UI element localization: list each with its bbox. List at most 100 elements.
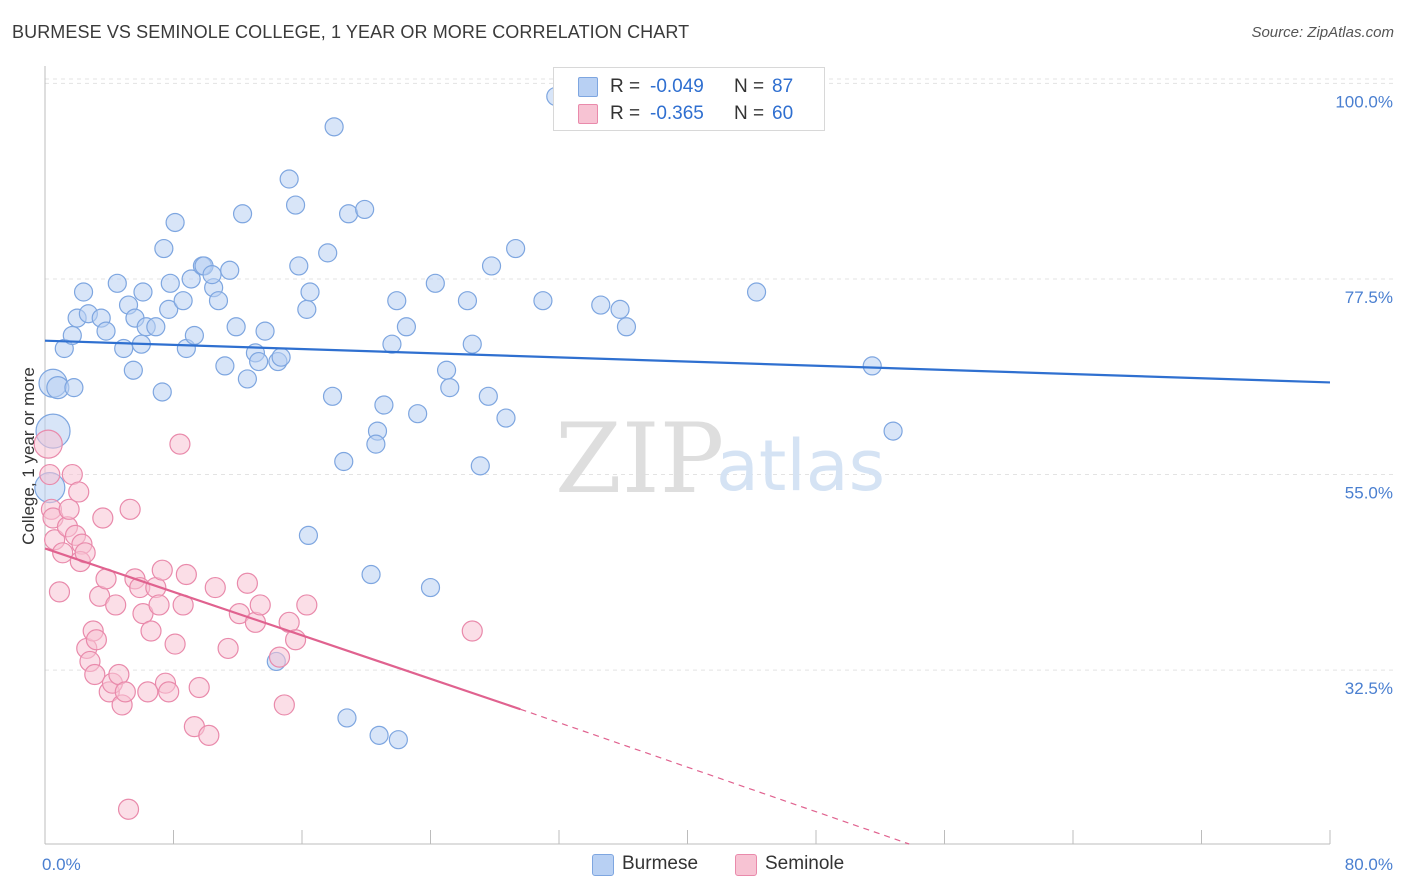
- x-tick-labels: 0.0% 80.0%: [42, 855, 1393, 874]
- seminole-point: [217, 637, 239, 660]
- seminole-point: [249, 594, 271, 616]
- seminole-point: [48, 581, 71, 603]
- burmese-point: [338, 204, 359, 224]
- seminole-point: [268, 646, 291, 668]
- burmese-point: [271, 347, 291, 367]
- burmese-point: [361, 564, 381, 585]
- burmese-point: [232, 204, 253, 224]
- seminole-point: [84, 663, 106, 686]
- burmese-point: [279, 169, 299, 189]
- burmese-point: [181, 269, 201, 289]
- burmese-swatch: [578, 77, 598, 97]
- burmese-point: [396, 317, 417, 337]
- seminole-point: [137, 681, 159, 703]
- burmese-point: [165, 212, 185, 233]
- y-tick-label: 77.5%: [1345, 288, 1393, 307]
- chart-title: BURMESE VS SEMINOLE COLLEGE, 1 YEAR OR M…: [12, 22, 690, 42]
- seminole-point: [204, 576, 226, 599]
- burmese-point: [591, 295, 611, 315]
- burmese-point: [220, 260, 240, 280]
- burmese-point: [226, 317, 246, 337]
- burmese-point: [387, 291, 407, 311]
- burmese-swatch: [592, 854, 614, 876]
- burmese-point: [173, 291, 193, 311]
- seminole-point: [198, 724, 220, 746]
- watermark-zip: ZIP: [555, 403, 724, 515]
- burmese-point: [107, 273, 127, 293]
- seminole-trend-extension: [520, 708, 910, 845]
- burmese-point: [746, 282, 767, 302]
- legend-row-seminole: R = -0.365 N = 60: [554, 99, 824, 127]
- r-label: R =: [610, 76, 641, 97]
- seminole-point: [188, 676, 210, 699]
- seminole-point: [158, 681, 180, 703]
- burmese-point: [184, 325, 204, 346]
- burmese-point: [355, 199, 375, 220]
- burmese-point: [496, 408, 516, 428]
- seminole-point: [236, 572, 258, 594]
- seminole-trend-line: [44, 547, 521, 711]
- burmese-point: [318, 243, 338, 263]
- seminole-point: [169, 433, 191, 455]
- burmese-point: [324, 117, 344, 137]
- watermark: ZIP atlas: [555, 403, 885, 515]
- burmese-point: [388, 730, 408, 750]
- burmese-point: [440, 378, 460, 398]
- seminole-point: [68, 481, 90, 503]
- seminole-point: [151, 559, 173, 581]
- trend-lines: [44, 339, 1331, 845]
- y-tick-label: 32.5%: [1345, 679, 1393, 698]
- y-tick-labels: 32.5% 55.0% 77.5% 100.0%: [1335, 92, 1393, 698]
- burmese-point: [202, 265, 222, 285]
- n-value: 87: [772, 76, 794, 97]
- seminole-point: [119, 498, 141, 520]
- burmese-point: [215, 356, 235, 376]
- burmese-point: [133, 282, 153, 302]
- burmese-point: [420, 577, 441, 598]
- n-label: N =: [734, 103, 765, 124]
- burmese-point: [285, 195, 306, 215]
- burmese-point: [208, 291, 229, 311]
- seminole-point: [58, 498, 80, 520]
- seminole-point: [140, 620, 162, 642]
- seminole-point: [52, 542, 74, 564]
- burmese-point: [62, 325, 82, 346]
- burmese-point: [322, 386, 343, 406]
- burmese-point: [366, 434, 386, 454]
- burmese-point: [610, 299, 630, 319]
- burmese-trend-line: [44, 339, 1331, 384]
- burmese-point: [337, 708, 357, 728]
- series-legend: Burmese Seminole: [0, 852, 1406, 878]
- burmese-point: [300, 282, 320, 302]
- burmese-point: [73, 282, 94, 302]
- seminole-point: [114, 681, 136, 703]
- burmese-point: [123, 360, 143, 380]
- burmese-point: [470, 456, 490, 476]
- burmese-point: [152, 382, 172, 402]
- n-label: N =: [734, 76, 765, 97]
- burmese-point: [154, 238, 174, 259]
- burmese-point: [462, 334, 482, 354]
- seminole-point: [92, 507, 114, 529]
- seminole-point: [164, 633, 186, 655]
- y-axis-label: College, 1 year or more: [19, 367, 38, 545]
- seminole-swatch: [735, 854, 757, 876]
- r-label: R =: [610, 103, 641, 124]
- burmese-points: [34, 86, 903, 750]
- seminole-point: [175, 563, 197, 586]
- seminole-point: [105, 594, 127, 616]
- seminole-points: [33, 429, 483, 820]
- burmese-point: [457, 291, 478, 311]
- burmese-point: [883, 421, 903, 441]
- burmese-point: [255, 321, 275, 341]
- n-value: 60: [772, 103, 794, 124]
- x-tick-label: 80.0%: [1345, 855, 1393, 874]
- burmese-point: [616, 317, 637, 337]
- burmese-point: [159, 299, 179, 319]
- seminole-point: [33, 429, 63, 459]
- burmese-point: [297, 299, 317, 319]
- burmese-point: [425, 273, 445, 293]
- burmese-point: [862, 356, 882, 376]
- stats-legend: R = -0.049 N = 87 R = -0.365 N = 60: [553, 67, 825, 131]
- x-tick-label: 0.0%: [42, 855, 81, 874]
